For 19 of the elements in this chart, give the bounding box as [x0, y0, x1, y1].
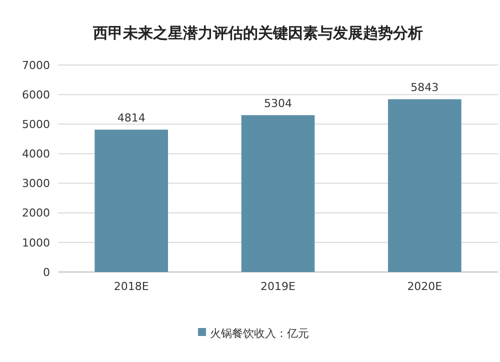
y-tick-label: 0 — [43, 266, 50, 279]
bar — [388, 99, 462, 272]
x-tick-label: 2019E — [260, 280, 296, 293]
bar — [241, 115, 315, 272]
x-tick-label: 2018E — [114, 280, 149, 293]
data-label: 4814 — [117, 112, 146, 125]
x-tick-label: 2020E — [407, 280, 442, 293]
y-tick-label: 6000 — [22, 88, 50, 102]
legend-label: 火锅餐饮收入：亿元 — [210, 326, 309, 340]
bar — [94, 130, 168, 272]
data-label: 5843 — [410, 81, 439, 94]
y-tick-label: 1000 — [22, 236, 50, 250]
chart-title: 西甲未来之星潜力评估的关键因素与发展趋势分析 — [92, 24, 423, 42]
y-tick-label: 4000 — [22, 148, 50, 161]
y-tick-label: 5000 — [22, 118, 50, 131]
y-tick-label: 2000 — [22, 206, 50, 220]
data-label: 5304 — [264, 97, 292, 110]
y-tick-label: 7000 — [22, 58, 50, 72]
y-tick-label: 3000 — [22, 177, 50, 190]
